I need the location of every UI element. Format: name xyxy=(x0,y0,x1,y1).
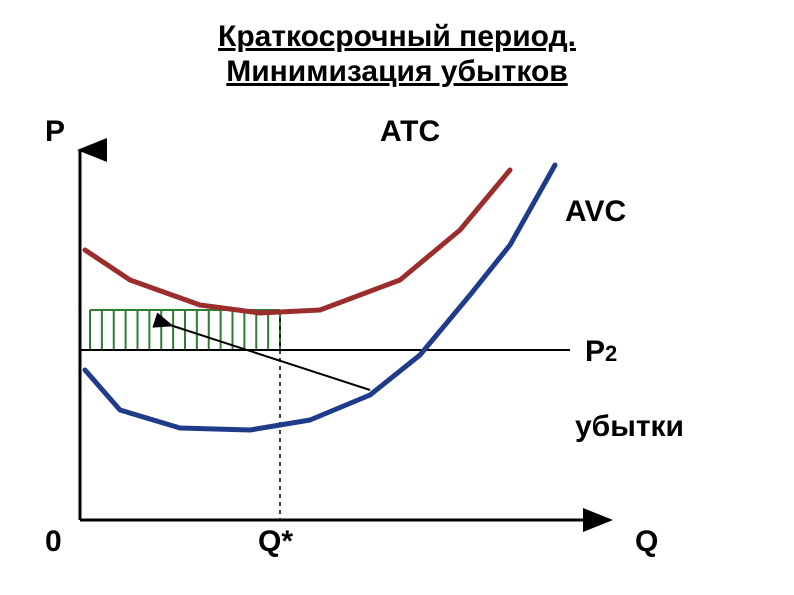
avc-curve xyxy=(85,165,555,430)
loss-arrow xyxy=(170,325,370,390)
atc-curve xyxy=(85,170,510,313)
chart-canvas xyxy=(0,0,794,595)
